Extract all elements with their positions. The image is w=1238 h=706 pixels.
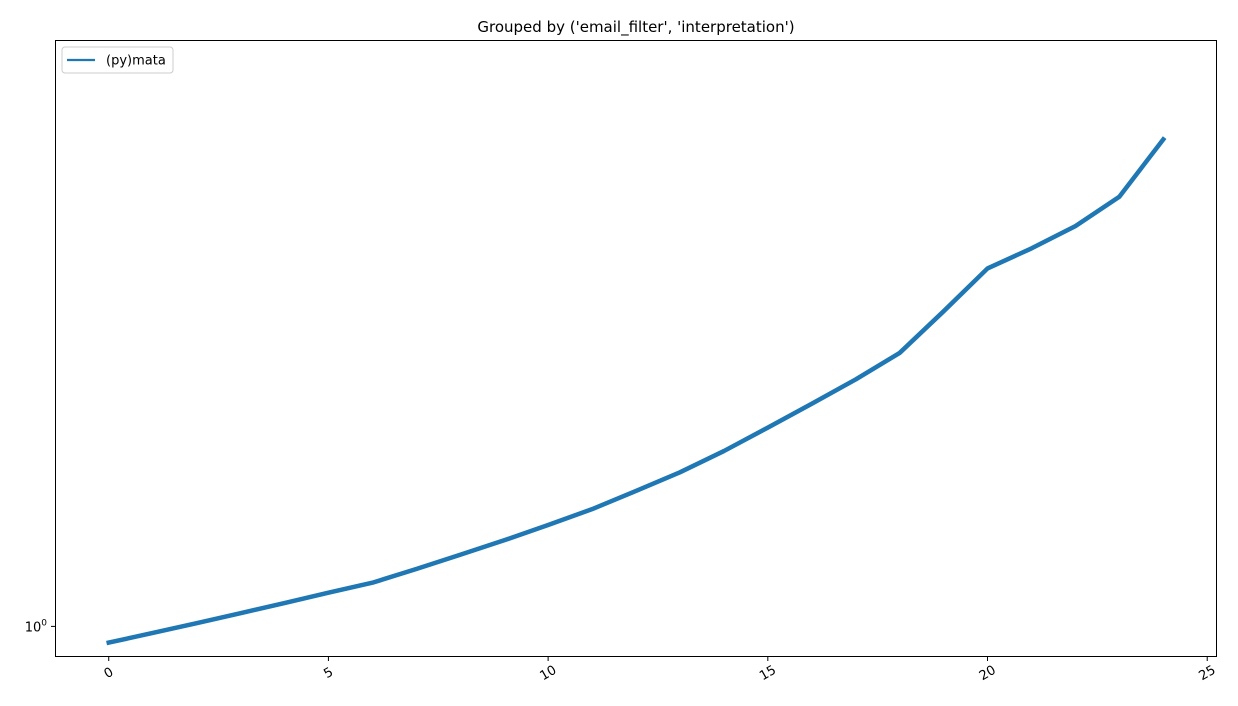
x-tick-label: 15 [757,663,779,684]
x-tick-label: 20 [977,663,999,684]
legend-box [61,46,174,74]
x-tick-label: 25 [1197,663,1219,684]
x-tick-label: 5 [321,665,336,682]
legend-label-pymata: (py)mata [106,54,166,69]
x-tick-label: 10 [537,663,559,684]
y-axis: 100 [25,618,56,635]
series-layer [106,136,1167,646]
plot-area-frame [55,40,1217,657]
chart-title: Grouped by ('email_filter', 'interpretat… [477,18,794,37]
series-line-0 [106,136,1167,646]
y-tick-label: 100 [25,618,48,635]
x-tick-label: 0 [102,665,117,682]
x-axis: 0 5 10 15 20 25 [102,656,1219,684]
legend: (py)mata [61,46,174,74]
